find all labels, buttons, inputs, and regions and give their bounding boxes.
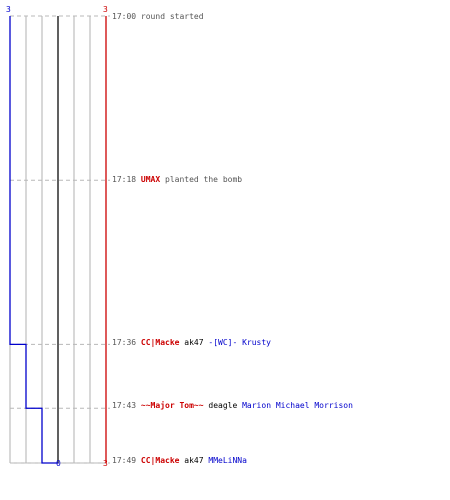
event-bomb-planted: 17:18 UMAX planted the bomb — [112, 175, 242, 185]
event-killer: CC|Macke — [140, 456, 180, 465]
event-kill: 17:43 ~~Major Tom~~ deagle Marion Michae… — [112, 401, 353, 411]
event-player: UMAX — [140, 175, 161, 184]
event-killer: ~~Major Tom~~ — [140, 401, 204, 410]
event-weapon: ak47 — [184, 456, 204, 465]
event-victim: -[WC]- Krusty — [208, 338, 271, 347]
event-time: 17:00 — [112, 12, 137, 21]
event-round-started: 17:00 round started — [112, 12, 204, 22]
event-victim: MMeLiNNa — [208, 456, 247, 465]
ct-end-score: 0 — [56, 459, 61, 468]
event-time: 17:43 — [112, 401, 137, 410]
event-weapon: ak47 — [184, 338, 204, 347]
event-text: round started — [140, 12, 204, 21]
event-time: 17:49 — [112, 456, 137, 465]
ct-alive-series-line — [9, 16, 58, 464]
event-killer: CC|Macke — [140, 338, 180, 347]
t-end-score: 3 — [103, 459, 108, 468]
event-kill: 17:36 CC|Macke ak47 -[WC]- Krusty — [112, 338, 271, 348]
event-text: planted the bomb — [165, 175, 243, 184]
event-kill: 17:49 CC|Macke ak47 MMeLiNNa — [112, 456, 247, 466]
event-weapon: deagle — [208, 401, 238, 410]
event-victim: Marion Michael Morrison — [242, 401, 353, 410]
event-time: 17:18 — [112, 175, 137, 184]
event-time: 17:36 — [112, 338, 137, 347]
ct-start-score: 3 — [6, 5, 11, 14]
t-start-score: 3 — [103, 5, 108, 14]
